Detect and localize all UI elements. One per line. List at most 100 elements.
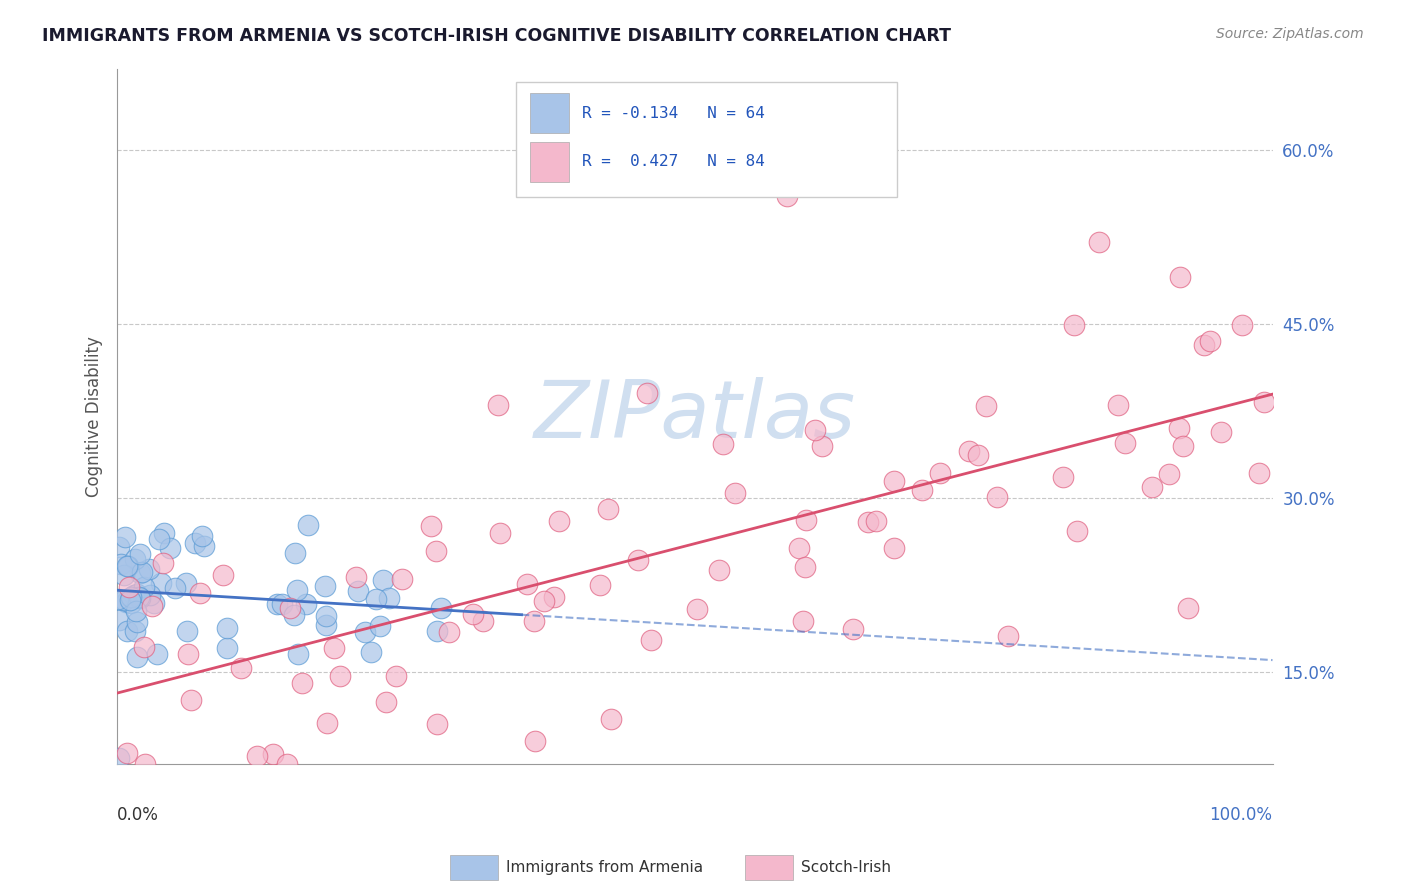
Point (245, 748, 267, 763)
Point (115, 624, 138, 638)
Point (115, 559, 138, 574)
Point (129, 591, 152, 605)
Point (129, 547, 152, 561)
Point (146, 647, 169, 661)
Point (1107, 398, 1129, 412)
Point (1168, 270, 1191, 285)
Point (176, 575, 198, 590)
Point (426, 716, 449, 731)
Text: 100.0%: 100.0% (1209, 806, 1272, 824)
Point (314, 579, 336, 593)
Point (371, 573, 394, 587)
Point (364, 592, 387, 607)
Point (152, 556, 174, 570)
Point (165, 581, 187, 595)
Point (124, 552, 146, 566)
Point (686, 602, 709, 616)
Point (1052, 470, 1074, 484)
Point (589, 577, 612, 591)
Point (297, 518, 319, 533)
Point (810, 439, 832, 453)
Point (347, 584, 370, 599)
Point (707, 563, 730, 577)
Point (127, 649, 149, 664)
Point (122, 588, 145, 602)
Point (124, 624, 146, 639)
Point (516, 576, 538, 591)
Point (1253, 395, 1275, 409)
Point (315, 608, 337, 623)
Point (627, 553, 650, 567)
Point (425, 544, 447, 558)
Point (125, 615, 148, 630)
Point (131, 565, 153, 579)
Point (112, 567, 135, 582)
Text: Immigrants from Armenia: Immigrants from Armenia (506, 860, 703, 874)
Point (134, 757, 156, 772)
Point (285, 582, 308, 597)
Point (794, 560, 817, 574)
Point (426, 624, 449, 638)
Point (353, 625, 375, 640)
Point (118, 580, 141, 594)
Text: Scotch-Irish: Scotch-Irish (801, 860, 891, 874)
Point (997, 629, 1019, 643)
Point (1249, 466, 1271, 480)
Point (488, 398, 510, 412)
Point (315, 716, 337, 731)
Text: Source: ZipAtlas.com: Source: ZipAtlas.com (1216, 27, 1364, 41)
Point (127, 587, 149, 601)
Point (858, 515, 880, 529)
Point (1209, 425, 1232, 439)
Point (323, 640, 346, 655)
Point (429, 601, 451, 615)
Point (141, 599, 163, 613)
Point (132, 640, 155, 654)
Point (344, 569, 367, 583)
Point (974, 400, 997, 414)
Point (548, 515, 571, 529)
Point (177, 647, 200, 661)
Point (776, 189, 799, 203)
Point (375, 695, 398, 709)
Point (108, 613, 131, 627)
Point (217, 621, 239, 635)
Point (188, 586, 211, 600)
Point (1066, 524, 1088, 538)
Point (1114, 435, 1136, 450)
Point (294, 598, 316, 612)
Point (283, 607, 305, 622)
Point (1192, 338, 1215, 352)
Point (865, 514, 887, 528)
Point (461, 607, 484, 621)
Point (640, 633, 662, 648)
Y-axis label: Cognitive Disability: Cognitive Disability (86, 336, 103, 497)
Point (1140, 480, 1163, 494)
Point (180, 693, 202, 707)
Point (636, 385, 658, 400)
Point (176, 624, 198, 638)
Point (159, 541, 181, 555)
Point (966, 448, 988, 462)
Point (278, 600, 301, 615)
Point (841, 622, 863, 636)
Text: ZIPatlas: ZIPatlas (534, 377, 856, 456)
Point (291, 676, 314, 690)
Point (543, 590, 565, 604)
Point (107, 591, 129, 606)
Point (149, 576, 172, 591)
Point (803, 423, 825, 437)
Point (883, 475, 905, 489)
Point (1088, 235, 1111, 250)
Point (533, 594, 555, 608)
Point (1199, 334, 1222, 348)
Point (229, 661, 252, 675)
Point (928, 466, 950, 480)
Point (115, 746, 138, 760)
Point (112, 592, 135, 607)
Point (911, 483, 934, 497)
Point (120, 590, 142, 604)
Point (132, 580, 155, 594)
Point (190, 529, 212, 543)
Point (391, 572, 413, 586)
